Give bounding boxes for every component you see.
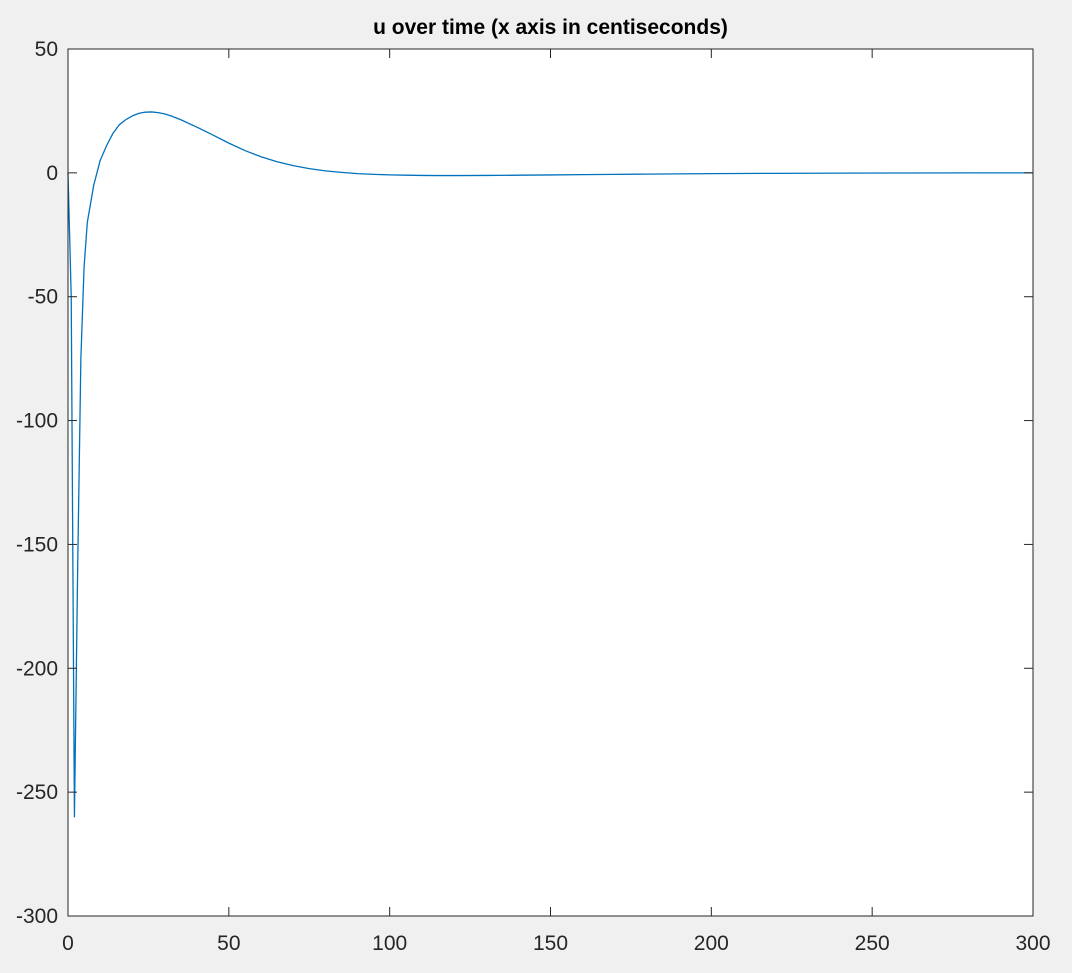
tick-labels-layer: 0 50 100 150 200 250 300 -300 -250 -200 -150 -100 -5…: [16, 38, 1051, 955]
x-tick-label: 50: [217, 932, 240, 955]
axes-box: [67, 48, 1034, 917]
x-tick-label: 300: [1015, 932, 1050, 955]
y-tick-label: -250: [16, 781, 58, 804]
y-tick-label: 50: [35, 38, 58, 61]
y-tick-label: -200: [16, 657, 58, 680]
series-line: [67, 111, 1033, 818]
y-tick-label: 0: [46, 162, 58, 185]
x-tick-label: 150: [533, 932, 568, 955]
x-tick-label: 200: [694, 932, 729, 955]
chart-title: u over time (x axis in centiseconds): [373, 16, 728, 39]
y-tick-label: -100: [16, 410, 58, 433]
x-tick-label: 100: [372, 932, 407, 955]
y-tick-label: -150: [16, 533, 58, 556]
x-tick-label: 0: [62, 932, 74, 955]
x-tick-label: 250: [855, 932, 890, 955]
series-layer: [67, 111, 1033, 818]
y-tick-label: -50: [28, 286, 58, 309]
y-tick-label: -300: [16, 905, 58, 928]
plot-area: [68, 49, 1033, 916]
